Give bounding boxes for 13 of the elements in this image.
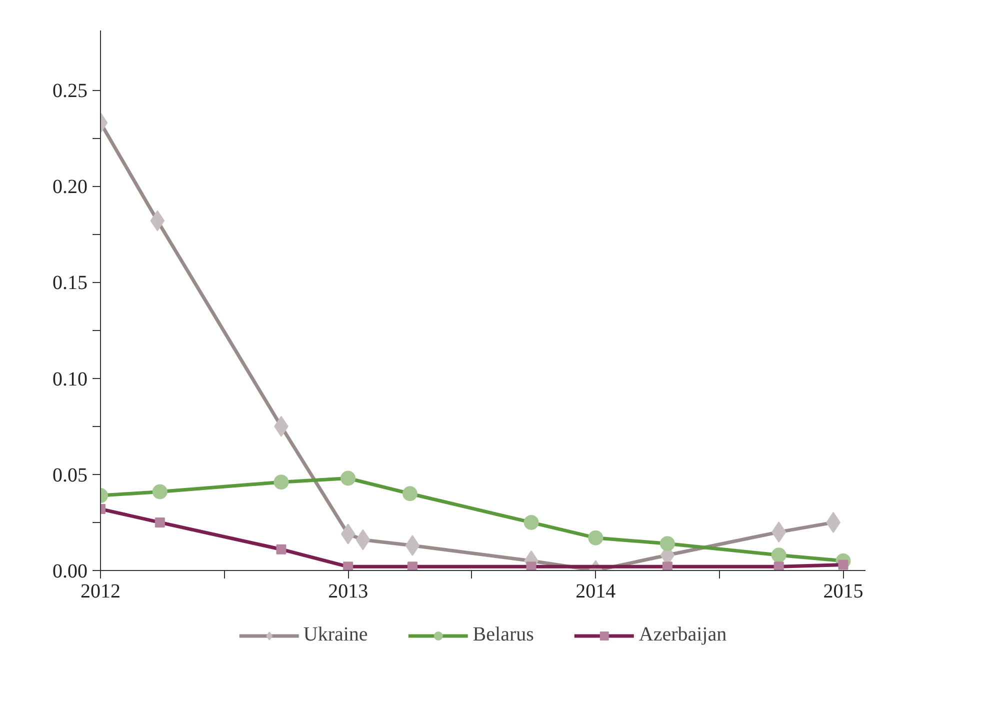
y-tick-label: 0.00 — [52, 560, 88, 582]
x-tick-label: 2012 — [80, 580, 120, 602]
y-tick-label: 0.10 — [52, 368, 88, 390]
x-tick-label: 2015 — [823, 580, 864, 602]
x-tick-label: 2013 — [328, 580, 368, 602]
legend-label: Azerbaijan — [638, 624, 727, 646]
legend-label: Belarus — [472, 624, 534, 646]
y-tick-label: 0.05 — [52, 464, 88, 486]
x-tick-label: 2014 — [576, 580, 616, 602]
y-tick-label: 0.25 — [52, 80, 88, 102]
y-tick-label: 0.20 — [52, 176, 88, 198]
legend-label: Ukraine — [303, 624, 368, 646]
y-tick-label: 0.15 — [52, 272, 88, 294]
